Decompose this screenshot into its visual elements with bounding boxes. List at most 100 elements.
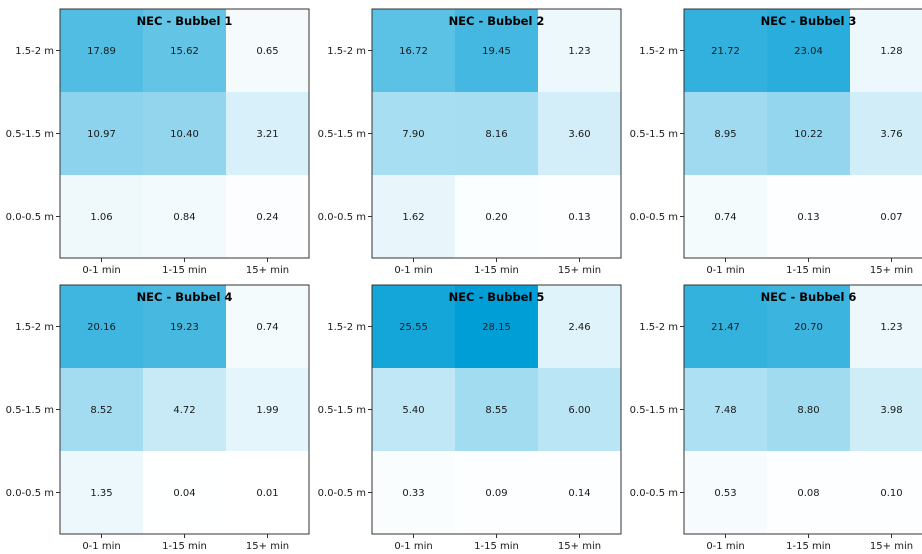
heatmap-cell <box>767 92 850 175</box>
heatmap-cell <box>538 175 621 258</box>
heatmap-cell <box>767 368 850 451</box>
heatmap-cell <box>850 368 922 451</box>
heatmap-cell <box>684 92 767 175</box>
x-tick-label: 0-1 min <box>82 265 120 276</box>
heatmap-cell <box>143 285 226 368</box>
cell-value-label: 20.16 <box>87 322 116 333</box>
cell-value-label: 1.35 <box>90 488 112 499</box>
cell-value-label: 8.16 <box>485 129 507 140</box>
cell-value-label: 21.72 <box>711 46 740 57</box>
panel-title: NEC - Bubbel 1 <box>137 14 233 28</box>
cell-value-label: 1.23 <box>880 322 902 333</box>
cell-value-label: 4.72 <box>173 405 195 416</box>
heatmap-cell <box>60 368 143 451</box>
cell-value-label: 0.33 <box>402 488 424 499</box>
heatmap-cell <box>455 368 538 451</box>
x-tick-label: 15+ min <box>870 541 913 552</box>
x-tick-label: 15+ min <box>558 265 601 276</box>
y-tick-label: 0.0-0.5 m <box>630 212 678 223</box>
x-tick-label: 1-15 min <box>474 541 519 552</box>
y-tick-label: 0.5-1.5 m <box>630 129 678 140</box>
x-tick-label: 0-1 min <box>82 541 120 552</box>
heatmap-panel-1: 17.89 15.62 0.65 10.97 10.40 3.21 1.06 0.84 0.24… <box>6 8 310 276</box>
x-tick-label: 1-15 min <box>786 541 831 552</box>
x-tick-label: 0-1 min <box>394 541 432 552</box>
cell-value-label: 0.07 <box>880 212 902 223</box>
cell-value-label: 23.04 <box>794 46 823 57</box>
y-tick-label: 1.5-2 m <box>639 46 678 57</box>
heatmap-cell <box>372 451 455 534</box>
y-tick-label: 1.5-2 m <box>327 322 366 333</box>
y-tick-label: 0.5-1.5 m <box>6 405 54 416</box>
heatmap-cell <box>372 9 455 92</box>
heatmap-cell <box>684 9 767 92</box>
heatmap-panel-6: 21.47 20.70 1.23 7.48 8.80 3.98 0.53 0.08 0.10 1.… <box>630 284 922 552</box>
cell-value-label: 19.23 <box>170 322 199 333</box>
cell-value-label: 20.70 <box>794 322 823 333</box>
cell-value-label: 8.80 <box>797 405 819 416</box>
heatmap-cell <box>538 368 621 451</box>
heatmap-cell <box>767 175 850 258</box>
heatmap-cell <box>226 92 309 175</box>
y-tick-label: 1.5-2 m <box>15 322 54 333</box>
cell-value-label: 10.40 <box>170 129 199 140</box>
cell-value-label: 0.20 <box>485 212 507 223</box>
heatmap-cell <box>60 175 143 258</box>
heatmap-cell <box>226 368 309 451</box>
x-tick-label: 1-15 min <box>162 541 207 552</box>
panel-title: NEC - Bubbel 3 <box>761 14 857 28</box>
heatmap-cell <box>372 285 455 368</box>
cell-value-label: 10.97 <box>87 129 116 140</box>
heatmap-cell <box>684 451 767 534</box>
x-tick-label: 0-1 min <box>706 541 744 552</box>
y-tick-label: 0.5-1.5 m <box>630 405 678 416</box>
cell-value-label: 2.46 <box>568 322 590 333</box>
heatmap-cell <box>455 175 538 258</box>
heatmap-cell <box>455 92 538 175</box>
heatmap-cell <box>143 175 226 258</box>
y-tick-label: 1.5-2 m <box>327 46 366 57</box>
heatmap-cell <box>538 9 621 92</box>
cell-value-label: 0.24 <box>256 212 278 223</box>
cell-value-label: 17.89 <box>87 46 116 57</box>
heatmap-cell <box>372 368 455 451</box>
heatmap-cell <box>455 451 538 534</box>
heatmap-cell <box>226 9 309 92</box>
y-tick-label: 1.5-2 m <box>639 322 678 333</box>
panel-title: NEC - Bubbel 2 <box>449 14 545 28</box>
y-tick-label: 0.0-0.5 m <box>6 488 54 499</box>
cell-value-label: 0.65 <box>256 46 278 57</box>
heatmap-cell <box>538 92 621 175</box>
heatmap-cell <box>143 92 226 175</box>
heatmap-cell <box>850 451 922 534</box>
panel-title: NEC - Bubbel 4 <box>137 290 233 304</box>
y-tick-label: 0.0-0.5 m <box>318 488 366 499</box>
heatmap-cell <box>143 9 226 92</box>
cell-value-label: 28.15 <box>482 322 511 333</box>
y-tick-label: 0.0-0.5 m <box>318 212 366 223</box>
cell-value-label: 25.55 <box>399 322 428 333</box>
heatmap-cell <box>850 175 922 258</box>
cell-value-label: 1.28 <box>880 46 902 57</box>
cell-value-label: 0.09 <box>485 488 507 499</box>
cell-value-label: 5.40 <box>402 405 424 416</box>
heatmap-cell <box>850 92 922 175</box>
heatmap-cell <box>767 9 850 92</box>
heatmap-panel-5: 25.55 28.15 2.46 5.40 8.55 6.00 0.33 0.09 0.14 1.… <box>318 284 622 552</box>
cell-value-label: 7.90 <box>402 129 424 140</box>
cell-value-label: 1.23 <box>568 46 590 57</box>
heatmap-cell <box>226 285 309 368</box>
heatmap-cell <box>143 368 226 451</box>
panel-title: NEC - Bubbel 5 <box>449 290 545 304</box>
x-tick-label: 1-15 min <box>786 265 831 276</box>
x-tick-label: 0-1 min <box>394 265 432 276</box>
x-tick-label: 15+ min <box>870 265 913 276</box>
cell-value-label: 10.22 <box>794 129 823 140</box>
heatmap-cell <box>226 175 309 258</box>
cell-value-label: 0.74 <box>714 212 736 223</box>
heatmap-cell <box>372 175 455 258</box>
x-tick-label: 15+ min <box>558 541 601 552</box>
cell-value-label: 3.21 <box>256 129 278 140</box>
cell-value-label: 6.00 <box>568 405 590 416</box>
